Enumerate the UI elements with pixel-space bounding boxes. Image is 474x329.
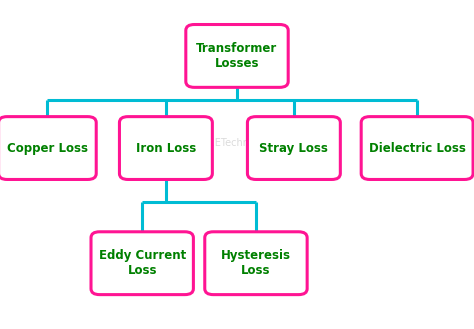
FancyBboxPatch shape	[247, 117, 340, 179]
FancyBboxPatch shape	[361, 117, 473, 179]
Text: WWW.ETechnoG.COM: WWW.ETechnoG.COM	[185, 138, 289, 148]
Text: Transformer
Losses: Transformer Losses	[196, 42, 278, 70]
FancyBboxPatch shape	[205, 232, 307, 295]
FancyBboxPatch shape	[186, 24, 288, 88]
Text: Stray Loss: Stray Loss	[259, 141, 328, 155]
FancyBboxPatch shape	[0, 117, 96, 179]
FancyBboxPatch shape	[119, 117, 212, 179]
Text: Eddy Current
Loss: Eddy Current Loss	[99, 249, 186, 277]
Text: Iron Loss: Iron Loss	[136, 141, 196, 155]
Text: Copper Loss: Copper Loss	[7, 141, 88, 155]
Text: Hysteresis
Loss: Hysteresis Loss	[221, 249, 291, 277]
Text: Dielectric Loss: Dielectric Loss	[369, 141, 465, 155]
FancyBboxPatch shape	[91, 232, 193, 295]
